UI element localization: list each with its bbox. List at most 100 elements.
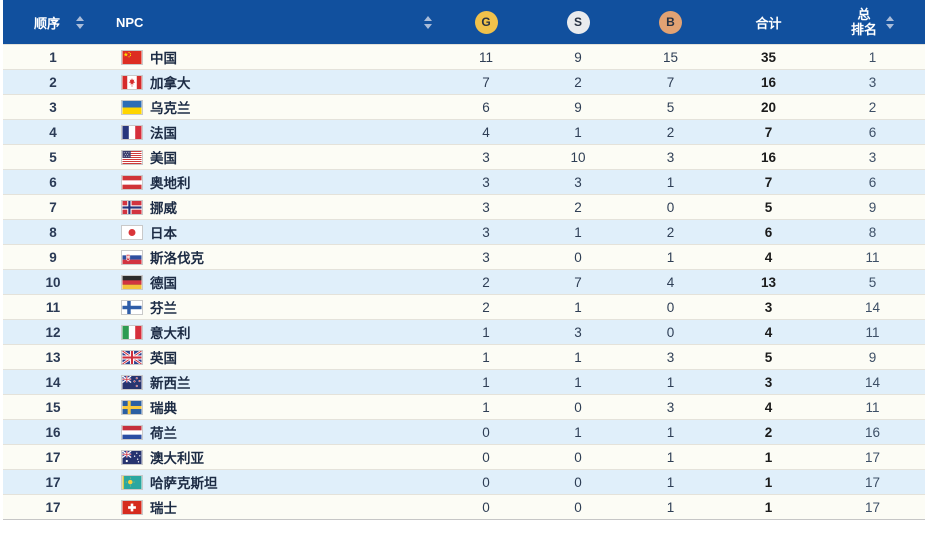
table-row: 11 芬兰 2 1 0 3 14 — [3, 294, 925, 319]
flag-no-icon — [121, 199, 143, 215]
bronze-count-cell: 1 — [666, 374, 675, 390]
silver-count-cell: 10 — [570, 149, 586, 165]
flag-fi-icon — [121, 299, 143, 315]
total-cell: 13 — [760, 274, 777, 290]
order-cell: 14 — [45, 374, 61, 390]
header-order-label: 顺序 — [33, 15, 60, 31]
table-row: 17 澳大利亚 0 0 1 1 17 — [3, 444, 925, 469]
overall-rank-cell: 17 — [864, 474, 881, 490]
gold-count-cell: 3 — [482, 224, 490, 240]
medal-table: 顺序 NPC G S B 合计 总 排名 1 中国 — [3, 0, 925, 520]
total-cell: 7 — [764, 174, 773, 190]
order-cell: 2 — [49, 74, 57, 90]
silver-count-cell: 1 — [574, 349, 582, 365]
header-total-label: 合计 — [755, 15, 782, 31]
header-gold[interactable]: G — [440, 0, 532, 44]
bronze-count-cell: 2 — [666, 124, 675, 140]
silver-count-cell: 0 — [574, 449, 582, 465]
overall-rank-cell: 17 — [864, 499, 881, 515]
country-name: 哈萨克斯坦 — [150, 476, 218, 491]
overall-rank-cell: 14 — [864, 374, 881, 390]
sort-icon[interactable] — [424, 15, 432, 29]
bronze-count-cell: 1 — [666, 424, 675, 440]
flag-nz-icon — [121, 374, 143, 390]
country-name: 瑞典 — [150, 401, 177, 416]
bronze-count-cell: 1 — [666, 499, 675, 515]
npc-cell: 奥地利 — [103, 172, 440, 192]
header-order[interactable]: 顺序 — [3, 0, 103, 44]
header-bronze[interactable]: B — [624, 0, 717, 44]
order-cell: 4 — [49, 124, 57, 140]
order-cell: 17 — [45, 474, 61, 490]
overall-rank-cell: 1 — [868, 49, 877, 65]
order-cell: 1 — [49, 49, 57, 65]
silver-count-cell: 2 — [574, 74, 582, 90]
bronze-count-cell: 5 — [666, 99, 675, 115]
order-cell: 17 — [45, 449, 61, 465]
table-row: 3 乌克兰 6 9 5 20 2 — [3, 94, 925, 119]
total-cell: 16 — [760, 74, 777, 90]
flag-ch-icon — [121, 499, 143, 515]
gold-count-cell: 3 — [482, 149, 490, 165]
npc-cell: 美国 — [103, 147, 440, 167]
table-row: 5 美国 3 10 3 16 3 — [3, 144, 925, 169]
npc-cell: 瑞典 — [103, 397, 440, 417]
flag-fr-icon — [121, 124, 143, 140]
overall-rank-cell: 8 — [868, 224, 877, 240]
npc-cell: 哈萨克斯坦 — [103, 472, 440, 492]
total-cell: 4 — [764, 324, 773, 340]
sort-icon[interactable] — [886, 15, 894, 29]
country-name: 瑞士 — [150, 501, 177, 516]
country-name: 澳大利亚 — [150, 451, 204, 466]
gold-count-cell: 7 — [482, 74, 490, 90]
table-row: 10 德国 2 7 4 13 5 — [3, 269, 925, 294]
flag-sk-icon — [121, 249, 143, 265]
header-overall-rank[interactable]: 总 排名 — [820, 0, 925, 44]
header-silver[interactable]: S — [532, 0, 624, 44]
country-name: 加拿大 — [150, 76, 191, 91]
flag-nl-icon — [121, 424, 143, 440]
order-cell: 16 — [45, 424, 61, 440]
header-npc-label: NPC — [116, 14, 144, 30]
bronze-count-cell: 4 — [666, 274, 675, 290]
overall-rank-cell: 11 — [865, 249, 880, 265]
flag-gb-icon — [121, 349, 143, 365]
flag-ua-icon — [121, 99, 143, 115]
order-cell: 9 — [49, 249, 57, 265]
header-total[interactable]: 合计 — [717, 0, 820, 44]
flag-it-icon — [121, 324, 143, 340]
npc-cell: 意大利 — [103, 322, 440, 342]
flag-at-icon — [121, 174, 143, 190]
table-row: 8 日本 3 1 2 6 8 — [3, 219, 925, 244]
table-row: 15 瑞典 1 0 3 4 11 — [3, 394, 925, 419]
total-cell: 2 — [764, 424, 773, 440]
country-name: 斯洛伐克 — [150, 251, 204, 266]
npc-cell: 德国 — [103, 272, 440, 292]
country-name: 中国 — [150, 51, 177, 66]
bronze-count-cell: 2 — [666, 224, 675, 240]
total-cell: 3 — [764, 374, 773, 390]
overall-rank-cell: 2 — [868, 99, 877, 115]
gold-count-cell: 4 — [482, 124, 490, 140]
npc-cell: 中国 — [103, 47, 440, 67]
overall-rank-cell: 6 — [868, 174, 877, 190]
header-npc[interactable]: NPC — [103, 0, 440, 44]
country-name: 英国 — [150, 351, 177, 366]
order-cell: 6 — [49, 174, 57, 190]
silver-count-cell: 1 — [574, 124, 582, 140]
total-cell: 5 — [764, 349, 773, 365]
table-row: 17 哈萨克斯坦 0 0 1 1 17 — [3, 469, 925, 494]
order-cell: 7 — [49, 199, 57, 215]
table-row: 13 英国 1 1 3 5 9 — [3, 344, 925, 369]
table-header: 顺序 NPC G S B 合计 总 排名 — [3, 0, 925, 44]
overall-rank-cell: 5 — [868, 274, 877, 290]
table-row: 2 加拿大 7 2 7 16 3 — [3, 69, 925, 94]
sort-icon[interactable] — [76, 15, 84, 29]
order-cell: 15 — [45, 399, 61, 415]
flag-de-icon — [121, 274, 143, 290]
total-cell: 1 — [764, 499, 773, 515]
table-row: 9 斯洛伐克 3 0 1 4 11 — [3, 244, 925, 269]
npc-cell: 加拿大 — [103, 72, 440, 92]
overall-rank-cell: 17 — [864, 449, 881, 465]
gold-count-cell: 3 — [482, 174, 490, 190]
